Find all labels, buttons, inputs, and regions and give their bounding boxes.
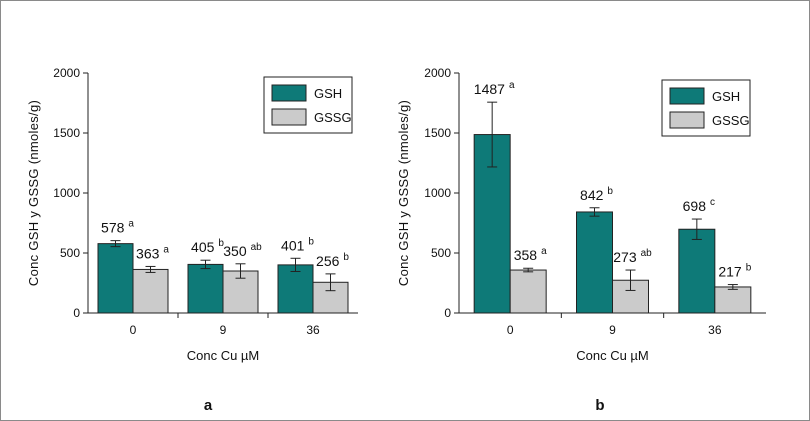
panel-letter: b [595,397,604,414]
panel-letter: a [204,397,213,414]
y-tick-label: 0 [73,306,80,320]
y-tick-label: 1000 [424,186,451,200]
bar-gssg [509,269,547,314]
y-tick-label: 1500 [53,126,80,140]
data-label: 578 a [101,219,134,236]
legend-label-gssg: GSSG [712,113,750,128]
x-tick-label: 36 [708,323,722,337]
y-tick-label: 2000 [424,66,451,80]
y-tick-label: 2000 [53,66,80,80]
x-tick-label: 36 [306,323,320,337]
legend-swatch-gsh [271,84,307,102]
y-tick-label: 0 [444,306,451,320]
legend: GSH GSSG [661,79,751,137]
bar-gssg [132,268,169,314]
data-label: 1487 a [474,80,515,97]
y-axis-label: Conc GSH y GSSG (nmoles/g) [26,100,41,286]
y-tick-label: 500 [431,246,451,260]
data-label: 405 b [191,238,224,255]
legend-label-gssg: GSSG [314,110,352,125]
bar-gsh [187,263,224,314]
legend-swatch-gssg [271,108,307,126]
bar-gssg [222,270,259,314]
data-label: 698 c [683,197,715,214]
legend-swatch-gsh [669,87,705,105]
bar-gsh [277,264,314,314]
y-tick-label: 1500 [424,126,451,140]
data-label: 363 a [136,244,169,261]
x-axis-label: Conc Cu µM [187,348,260,363]
legend-label-gsh: GSH [314,86,342,101]
data-label: 350 ab [223,242,262,259]
data-label: 217 b [718,263,751,280]
chart-panel-b: 0 500 1000 1500 2000 Conc GSH y GSSG (nmoles/… [396,66,766,414]
bar-gsh [97,243,134,314]
x-tick-label: 0 [130,323,137,337]
y-tick-label: 500 [60,246,80,260]
bar-gsh [678,228,716,314]
y-tick-label: 1000 [53,186,80,200]
x-tick-label: 0 [507,323,514,337]
data-label: 401 b [281,236,314,253]
x-tick-label: 9 [609,323,616,337]
legend: GSH GSSG [263,76,353,134]
bar-gsh [576,211,613,314]
x-tick-label: 9 [220,323,227,337]
legend-label-gsh: GSH [712,89,740,104]
data-label: 273 ab [613,248,652,265]
legend-swatch-gssg [669,111,705,129]
data-label: 256 b [316,252,349,269]
y-axis-label: Conc GSH y GSSG (nmoles/g) [396,100,411,286]
x-axis-label: Conc Cu µM [576,348,649,363]
chart-panel-a: 0 500 1000 1500 2000 Conc GSH y GSSG (nmoles/… [26,66,358,414]
bar-gssg [714,286,752,314]
data-label: 842 b [580,186,613,203]
data-label: 358 a [514,246,547,263]
